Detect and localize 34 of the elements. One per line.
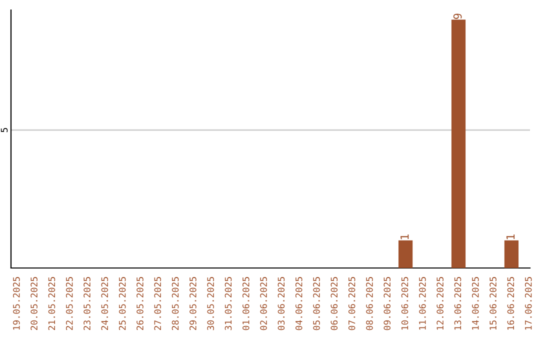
x-tick-label: 23.05.2025 xyxy=(84,277,90,330)
x-tick-label: 27.05.2025 xyxy=(154,277,162,330)
x-tick-label: 19.05.2025 xyxy=(12,277,20,330)
x-tick-label: 12.06.2025 xyxy=(436,277,444,330)
x-tick-label: 17.06.2025 xyxy=(524,277,532,330)
x-tick-label: 14.06.2025 xyxy=(472,277,479,330)
x-tick-label: 22.05.2025 xyxy=(66,277,73,330)
x-tick-label: 31.05.2025 xyxy=(224,277,232,330)
x-tick-label: 01.06.2025 xyxy=(242,277,250,330)
data-label: 1 xyxy=(506,234,515,240)
x-tick-label: 10.06.2025 xyxy=(401,277,408,330)
x-tick-label: 28.05.2025 xyxy=(172,277,179,330)
x-tick-label: 08.06.2025 xyxy=(366,277,373,330)
ref-line-label: 5 xyxy=(0,128,8,132)
x-tick-label: 07.06.2025 xyxy=(348,277,356,330)
x-tick-label: 20.05.2025 xyxy=(30,277,38,330)
data-label: 1 xyxy=(400,234,409,240)
x-tick-label: 03.06.2025 xyxy=(278,277,285,330)
x-tick-label: 16.06.2025 xyxy=(507,277,514,330)
x-tick-label: 05.06.2025 xyxy=(313,277,320,330)
x-tick-label: 11.06.2025 xyxy=(419,277,426,330)
x-tick-label: 15.06.2025 xyxy=(490,277,496,330)
x-tick-label: 04.06.2025 xyxy=(295,277,302,330)
x-tick-label: 30.05.2025 xyxy=(207,277,214,330)
x-tick-label: 29.05.2025 xyxy=(190,277,196,330)
x-tick-label: 02.06.2025 xyxy=(260,277,267,330)
x-tick-label: 13.06.2025 xyxy=(454,277,462,330)
x-tick-label: 26.05.2025 xyxy=(136,277,144,330)
x-tick-label: 24.05.2025 xyxy=(101,277,108,330)
data-label: 9 xyxy=(453,14,462,19)
x-tick-label: 21.05.2025 xyxy=(48,277,56,330)
x-tick-label: 25.05.2025 xyxy=(118,277,126,330)
x-tick-label: 06.06.2025 xyxy=(330,277,338,330)
x-tick-label: 09.06.2025 xyxy=(384,277,391,330)
